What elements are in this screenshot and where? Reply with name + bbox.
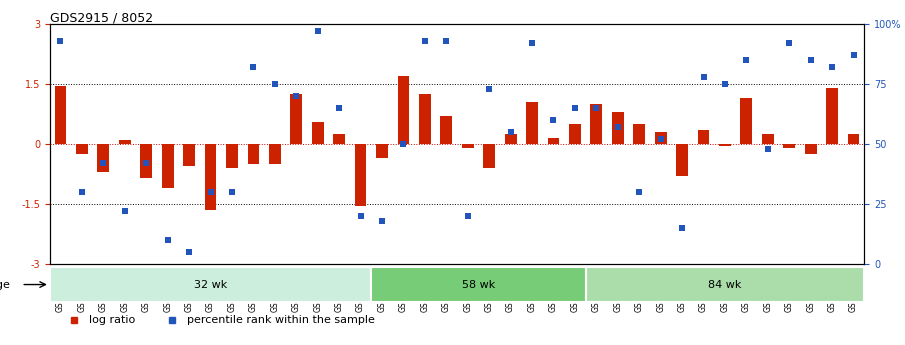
Point xyxy=(782,41,796,46)
Point xyxy=(482,86,497,92)
Text: age: age xyxy=(0,279,11,289)
Point xyxy=(760,146,775,152)
Bar xyxy=(119,140,130,144)
Bar xyxy=(612,112,624,144)
Point xyxy=(268,81,282,87)
Point xyxy=(567,106,582,111)
Point xyxy=(503,129,518,135)
Point xyxy=(739,57,754,63)
Point xyxy=(846,52,861,58)
Point xyxy=(160,237,175,243)
Point xyxy=(75,189,90,195)
Bar xyxy=(654,132,667,144)
Point xyxy=(611,125,625,130)
Bar xyxy=(376,144,388,158)
Point xyxy=(589,106,604,111)
Text: log ratio: log ratio xyxy=(89,315,135,325)
Bar xyxy=(162,144,174,188)
Bar xyxy=(740,98,752,144)
Point xyxy=(439,38,453,44)
Bar xyxy=(586,267,864,302)
Point xyxy=(653,137,668,142)
Point xyxy=(461,214,475,219)
Bar xyxy=(50,267,371,302)
Bar xyxy=(397,76,409,144)
Bar xyxy=(569,124,581,144)
Text: 32 wk: 32 wk xyxy=(194,279,227,289)
Point xyxy=(289,93,303,99)
Point xyxy=(332,106,347,111)
Bar xyxy=(719,144,731,146)
Bar xyxy=(247,144,260,164)
Bar xyxy=(140,144,152,178)
Bar xyxy=(441,116,452,144)
Text: 84 wk: 84 wk xyxy=(709,279,741,289)
Bar xyxy=(205,144,216,210)
Point xyxy=(547,117,561,123)
Bar xyxy=(548,138,559,144)
Bar xyxy=(462,144,473,148)
Bar xyxy=(183,144,195,166)
Bar xyxy=(505,134,517,144)
Bar xyxy=(226,144,238,168)
Bar xyxy=(355,144,367,206)
Point xyxy=(525,41,539,46)
Point xyxy=(417,38,432,44)
Bar xyxy=(312,122,324,144)
Bar xyxy=(676,144,688,176)
Point xyxy=(224,189,239,195)
Point xyxy=(139,161,154,166)
Bar xyxy=(590,104,602,144)
Text: GDS2915 / 8052: GDS2915 / 8052 xyxy=(50,11,153,24)
Text: percentile rank within the sample: percentile rank within the sample xyxy=(186,315,375,325)
Point xyxy=(353,214,367,219)
Bar xyxy=(76,144,88,154)
Bar xyxy=(762,134,774,144)
Point xyxy=(804,57,818,63)
Point xyxy=(96,161,110,166)
Bar xyxy=(419,94,431,144)
Bar xyxy=(526,102,538,144)
Bar xyxy=(371,267,586,302)
Bar xyxy=(483,144,495,168)
Bar xyxy=(269,144,281,164)
Point xyxy=(53,38,68,44)
Point xyxy=(632,189,646,195)
Bar xyxy=(98,144,110,172)
Bar xyxy=(291,94,302,144)
Point xyxy=(675,226,690,231)
Bar xyxy=(698,130,710,144)
Point xyxy=(204,189,218,195)
Point xyxy=(375,218,389,224)
Bar xyxy=(826,88,838,144)
Text: 58 wk: 58 wk xyxy=(462,279,495,289)
Point xyxy=(246,65,261,70)
Point xyxy=(118,209,132,214)
Bar xyxy=(784,144,795,148)
Point xyxy=(696,74,710,80)
Point xyxy=(718,81,732,87)
Bar xyxy=(333,134,345,144)
Bar xyxy=(634,124,645,144)
Point xyxy=(182,249,196,255)
Point xyxy=(824,65,839,70)
Point xyxy=(396,141,411,147)
Bar xyxy=(848,134,860,144)
Point xyxy=(310,29,325,34)
Bar xyxy=(54,86,66,144)
Bar xyxy=(805,144,816,154)
